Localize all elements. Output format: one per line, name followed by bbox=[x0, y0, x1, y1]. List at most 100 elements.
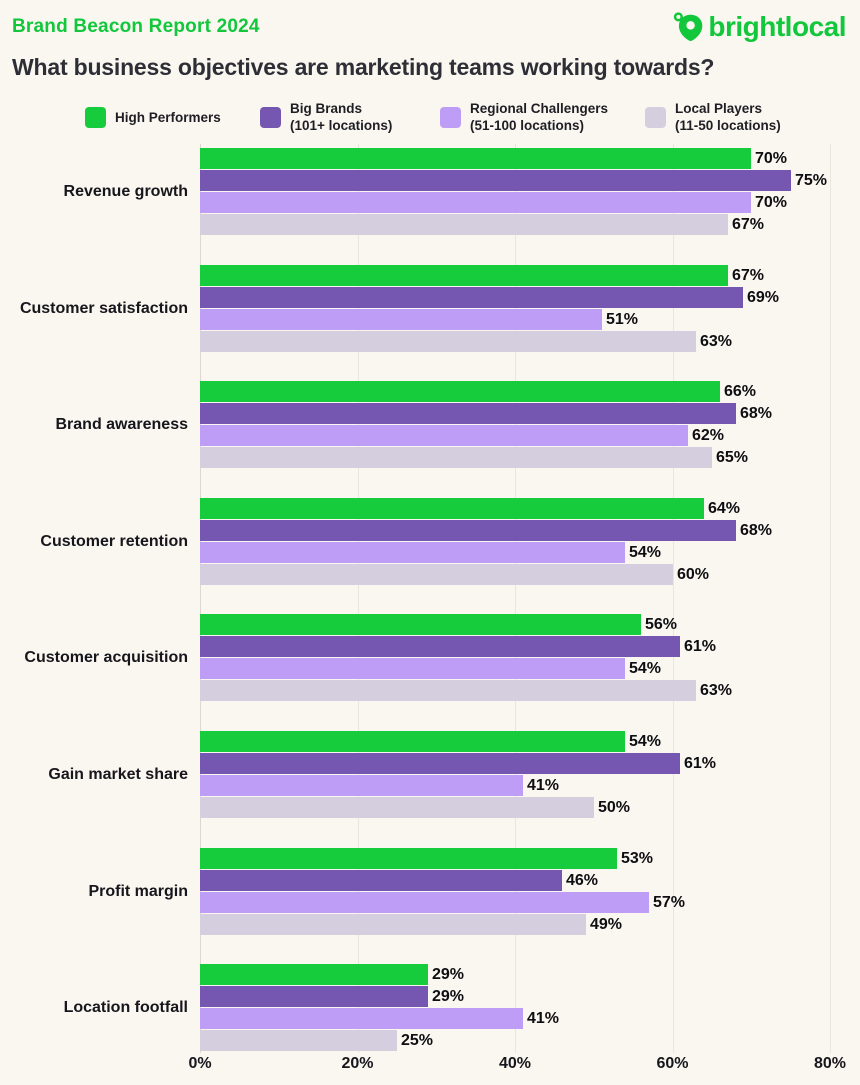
bar-row: 49% bbox=[200, 914, 685, 935]
x-tick-label: 60% bbox=[656, 1055, 689, 1072]
bar-value-label: 60% bbox=[677, 565, 710, 583]
bar-value-label: 54% bbox=[629, 732, 662, 750]
bar-row: 56% bbox=[200, 614, 732, 635]
bar-row: 65% bbox=[200, 447, 772, 468]
bar-group: Revenue growth 70% 75% 70% 67% bbox=[0, 148, 860, 235]
legend-swatch-high-performers bbox=[85, 106, 106, 128]
category-label: Location footfall bbox=[63, 998, 188, 1016]
bar-regional-challengers bbox=[200, 425, 688, 446]
bar-value-label: 49% bbox=[590, 915, 623, 933]
gridline-20 bbox=[357, 144, 359, 1053]
bar-value-label: 63% bbox=[700, 681, 733, 699]
bar-group: Customer satisfaction 67% 69% 51% 63% bbox=[0, 265, 860, 352]
bar-value-label: 50% bbox=[598, 798, 631, 816]
bar-row: 75% bbox=[200, 170, 827, 191]
legend-item-high-performers: High Performers bbox=[85, 96, 221, 138]
bar-regional-challengers bbox=[200, 892, 649, 913]
bar-row: 57% bbox=[200, 892, 685, 913]
bar-value-label: 29% bbox=[432, 987, 465, 1005]
bar-value-label: 70% bbox=[755, 193, 788, 211]
category-label: Customer acquisition bbox=[24, 648, 188, 666]
bar-value-label: 41% bbox=[527, 776, 560, 794]
y-axis-line bbox=[200, 144, 201, 1053]
category-label: Customer satisfaction bbox=[19, 299, 188, 317]
bar-regional-challengers bbox=[200, 192, 751, 213]
bar-regional-challengers bbox=[200, 1008, 523, 1029]
bar-local-players bbox=[200, 680, 696, 701]
bar-row: 70% bbox=[200, 192, 827, 213]
bar-row: 62% bbox=[200, 425, 772, 446]
bar-high-performers bbox=[200, 731, 625, 752]
bar-local-players bbox=[200, 1030, 397, 1051]
bar-row: 29% bbox=[200, 986, 559, 1007]
bar-regional-challengers bbox=[200, 775, 523, 796]
category-label: Revenue growth bbox=[63, 182, 188, 200]
x-tick-label: 0% bbox=[188, 1055, 212, 1072]
bar-row: 51% bbox=[200, 309, 779, 330]
bar-value-label: 46% bbox=[566, 871, 599, 889]
legend-label-local-players: Local Players (11-50 locations) bbox=[675, 101, 781, 133]
bar-row: 50% bbox=[200, 797, 716, 818]
bar-big-brands bbox=[200, 870, 562, 891]
bar-row: 61% bbox=[200, 636, 732, 657]
bar-local-players bbox=[200, 331, 696, 352]
bar-regional-challengers bbox=[200, 542, 625, 563]
bar-row: 67% bbox=[200, 214, 827, 235]
legend-swatch-regional-challengers bbox=[440, 106, 461, 128]
bar-value-label: 75% bbox=[795, 171, 828, 189]
bar-high-performers bbox=[200, 498, 704, 519]
bar-row: 46% bbox=[200, 870, 685, 891]
logo-wordmark: brightlocal bbox=[708, 11, 846, 42]
bars-container: 67% 69% 51% 63% bbox=[200, 265, 779, 352]
legend-item-local-players: Local Players (11-50 locations) bbox=[645, 96, 781, 138]
report-label: Brand Beacon Report 2024 bbox=[12, 16, 260, 37]
bar-high-performers bbox=[200, 148, 751, 169]
bar-value-label: 53% bbox=[621, 849, 654, 867]
bar-row: 68% bbox=[200, 403, 772, 424]
bars-container: 54% 61% 41% 50% bbox=[200, 731, 716, 818]
bar-big-brands bbox=[200, 520, 736, 541]
bars-container: 56% 61% 54% 63% bbox=[200, 614, 732, 701]
bar-row: 54% bbox=[200, 658, 732, 679]
legend-label-big-brands: Big Brands (101+ locations) bbox=[290, 101, 393, 133]
bar-row: 54% bbox=[200, 542, 772, 563]
bar-regional-challengers bbox=[200, 309, 602, 330]
bar-high-performers bbox=[200, 614, 641, 635]
bar-row: 64% bbox=[200, 498, 772, 519]
bar-value-label: 57% bbox=[653, 893, 686, 911]
category-label: Customer retention bbox=[40, 532, 188, 550]
bar-local-players bbox=[200, 564, 673, 585]
bar-group: Gain market share 54% 61% 41% 50% bbox=[0, 731, 860, 818]
bar-local-players bbox=[200, 447, 712, 468]
bar-local-players bbox=[200, 914, 586, 935]
bars-container: 53% 46% 57% 49% bbox=[200, 848, 685, 935]
bar-value-label: 41% bbox=[527, 1009, 560, 1027]
bar-value-label: 69% bbox=[747, 288, 780, 306]
bar-row: 68% bbox=[200, 520, 772, 541]
bar-group: Profit margin 53% 46% 57% 49% bbox=[0, 848, 860, 935]
bars-container: 66% 68% 62% 65% bbox=[200, 381, 772, 468]
bar-row: 66% bbox=[200, 381, 772, 402]
bar-value-label: 63% bbox=[700, 332, 733, 350]
bar-high-performers bbox=[200, 964, 428, 985]
bar-high-performers bbox=[200, 381, 720, 402]
bar-group: Brand awareness 66% 68% 62% 65% bbox=[0, 381, 860, 468]
bar-row: 60% bbox=[200, 564, 772, 585]
chart-title: What business objectives are marketing t… bbox=[12, 54, 715, 80]
gridline-40 bbox=[515, 144, 516, 1053]
bar-row: 53% bbox=[200, 848, 685, 869]
bar-row: 54% bbox=[200, 731, 716, 752]
legend-item-regional-challengers: Regional Challengers (51-100 locations) bbox=[440, 96, 608, 138]
legend-label-high-performers: High Performers bbox=[115, 109, 221, 125]
bar-local-players bbox=[200, 797, 594, 818]
brightlocal-logo: brightlocal bbox=[672, 10, 846, 44]
location-pin-icon bbox=[672, 10, 706, 44]
bar-big-brands bbox=[200, 170, 791, 191]
x-tick-label: 20% bbox=[341, 1055, 374, 1072]
legend-label-regional-challengers: Regional Challengers (51-100 locations) bbox=[470, 101, 609, 133]
bar-regional-challengers bbox=[200, 658, 625, 679]
bar-row: 63% bbox=[200, 680, 732, 701]
bar-group: Customer retention 64% 68% 54% 60% bbox=[0, 498, 860, 585]
bar-group: Location footfall 29% 29% 41% 25% bbox=[0, 964, 860, 1051]
bar-value-label: 70% bbox=[755, 149, 788, 167]
